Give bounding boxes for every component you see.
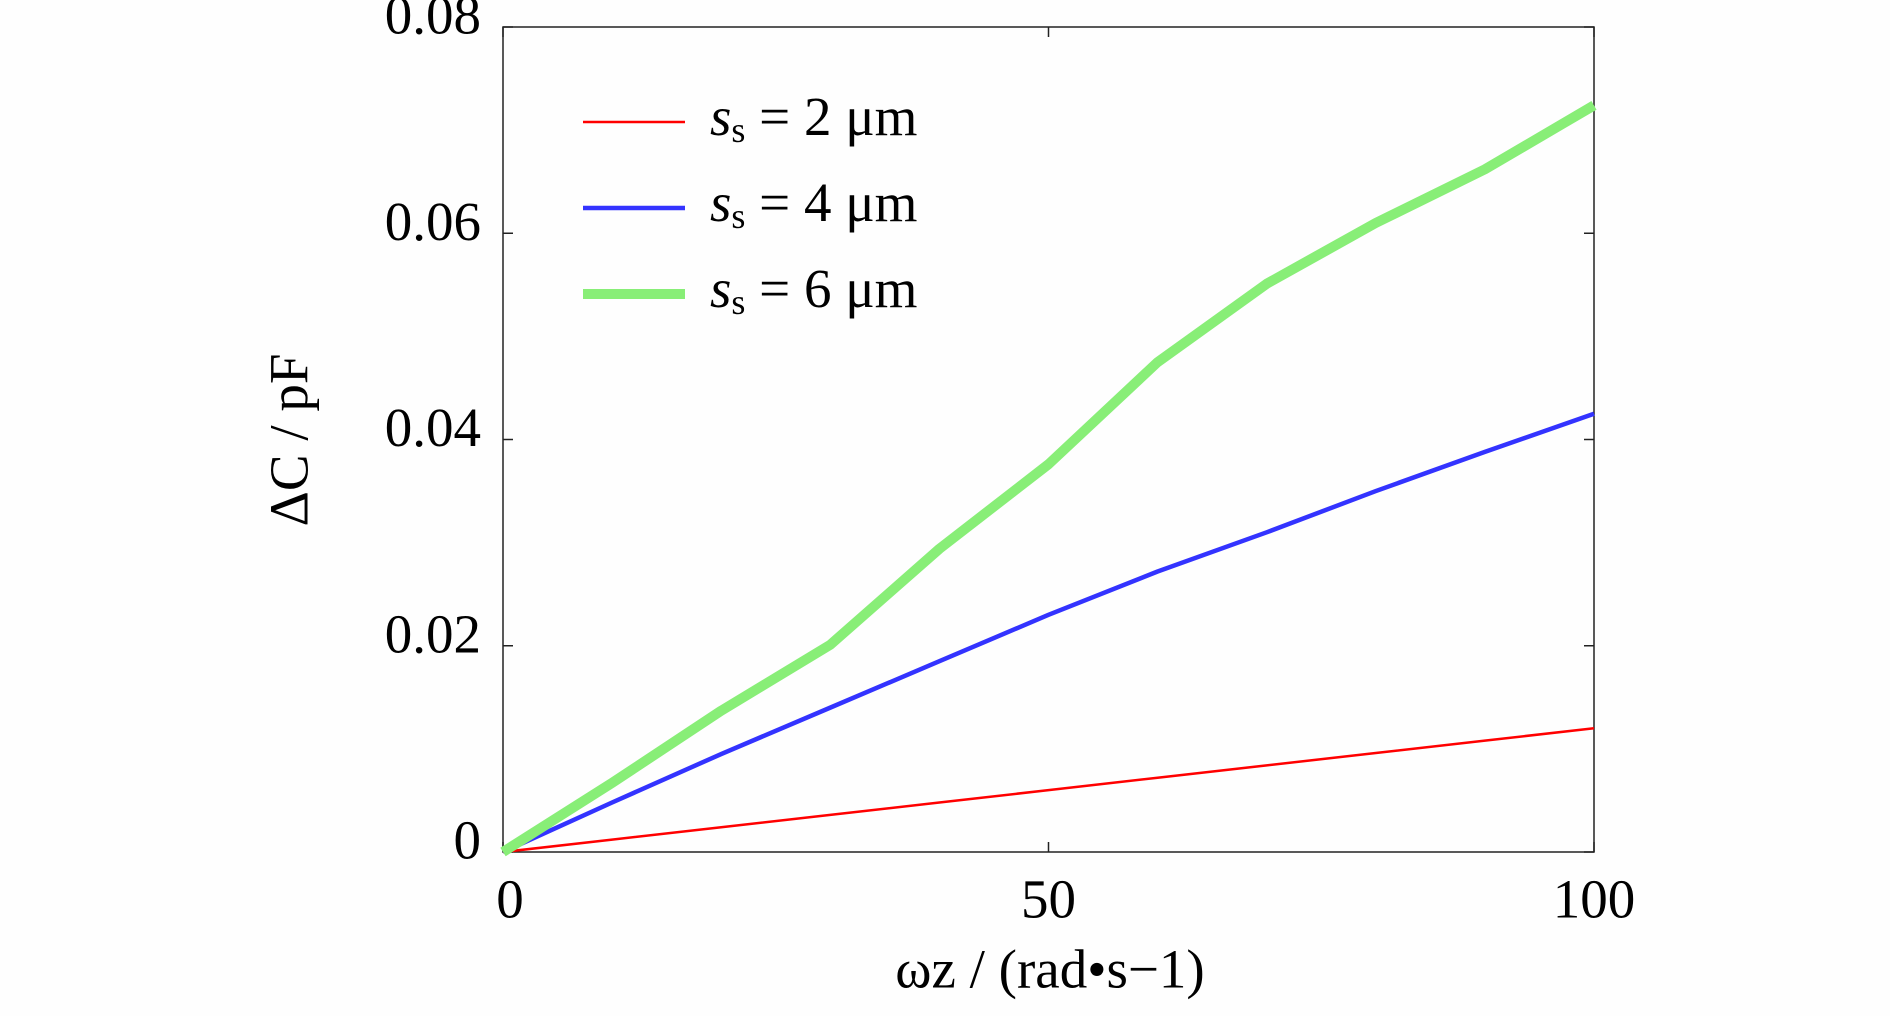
y-tick-label: 0.02 — [385, 603, 481, 664]
x-tick-label: 100 — [1553, 869, 1636, 930]
y-tick-label: 0 — [454, 810, 482, 871]
x-axis-label: ωz / (rad•s−1) — [895, 939, 1204, 1000]
y-tick-label: 0.08 — [385, 0, 481, 46]
x-tick-label: 0 — [496, 869, 524, 930]
series-line — [502, 411, 1595, 855]
y-axis-label: ΔC / pF — [259, 354, 320, 527]
series-line — [502, 727, 1595, 854]
plot-frame — [502, 26, 1595, 853]
legend-label: ss = 2 μm — [710, 86, 917, 151]
series-line — [500, 101, 1597, 857]
x-tick-label: 50 — [1021, 869, 1076, 930]
y-tick-label: 0.06 — [385, 191, 481, 252]
legend-label: ss = 4 μm — [710, 172, 917, 237]
legend-label: ss = 6 μm — [710, 258, 917, 323]
y-tick-label: 0.04 — [385, 397, 481, 458]
